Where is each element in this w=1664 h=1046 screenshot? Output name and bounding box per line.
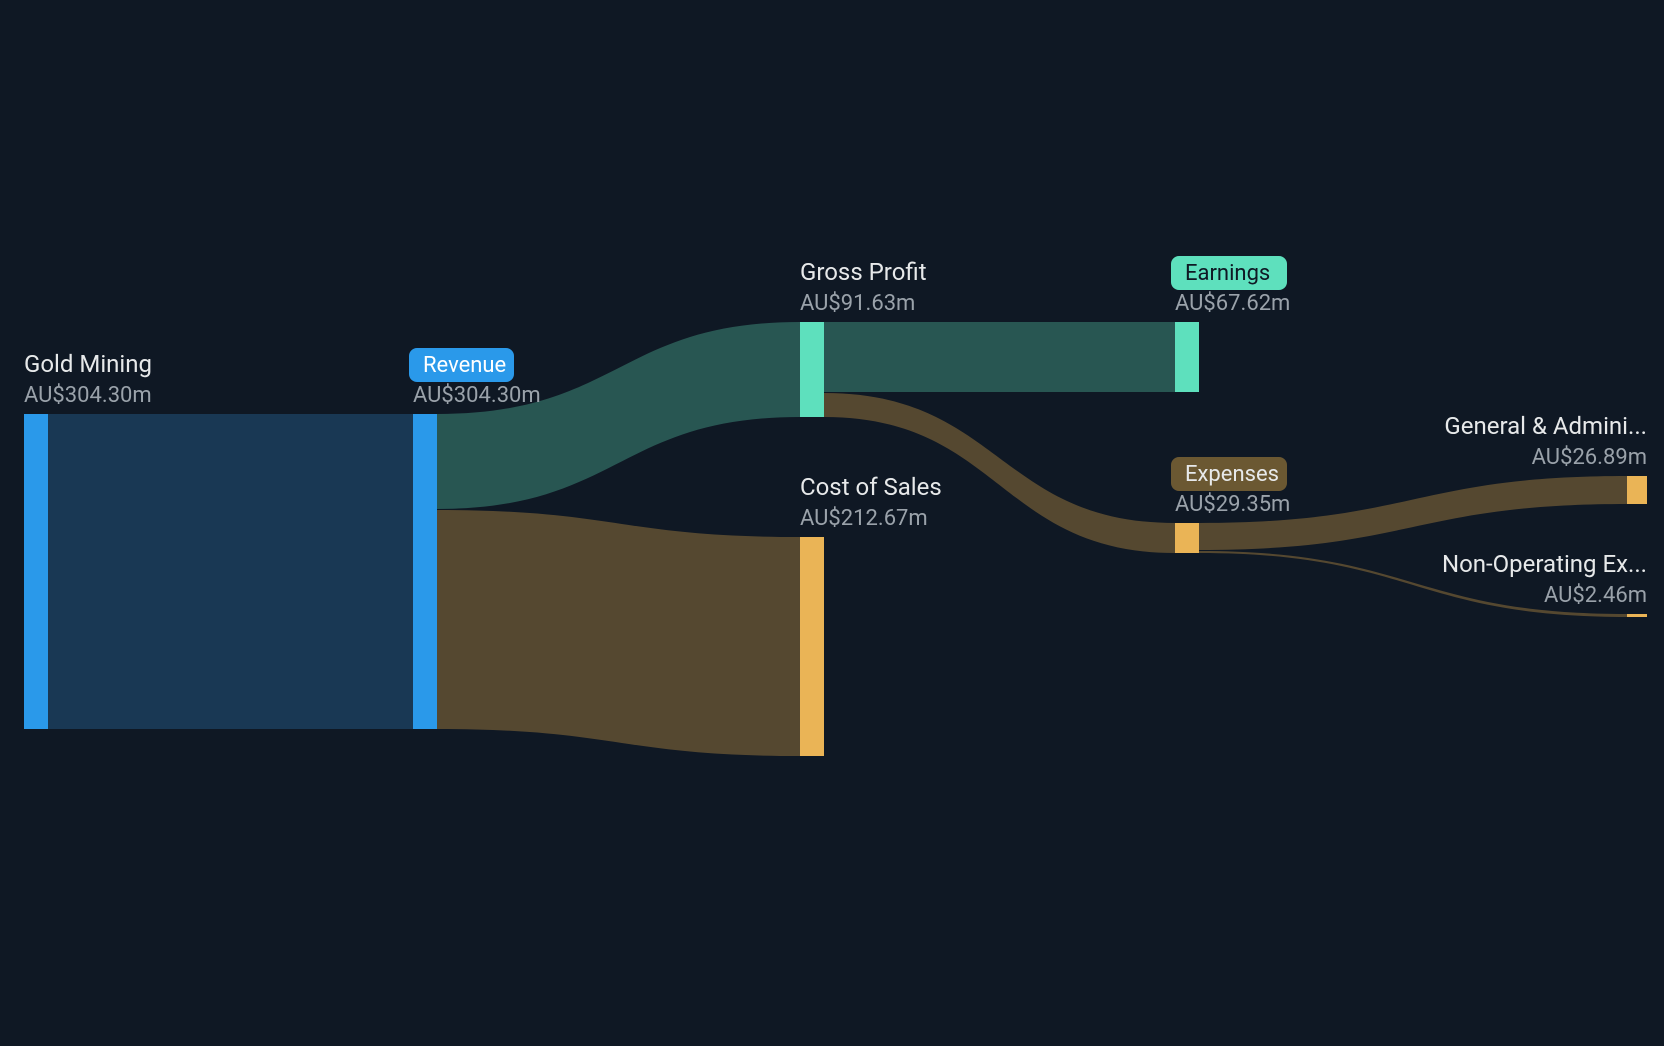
node-earnings — [1175, 322, 1199, 392]
link-gold_mining-to-revenue — [48, 414, 413, 729]
node-value-general_admin: AU$26.89m — [1532, 445, 1647, 470]
link-revenue-to-cost_of_sales — [437, 510, 800, 756]
node-title-cost_of_sales: Cost of Sales — [800, 473, 942, 501]
node-title-general_admin: General & Admini... — [1444, 412, 1647, 440]
node-general_admin — [1627, 476, 1647, 504]
node-title-gold_mining: Gold Mining — [24, 350, 152, 378]
node-cost_of_sales — [800, 537, 824, 756]
node-value-gross_profit: AU$91.63m — [800, 291, 915, 316]
node-non_operating — [1627, 614, 1647, 617]
node-gross_profit — [800, 322, 824, 417]
node-value-cost_of_sales: AU$212.67m — [800, 506, 928, 531]
node-title-non_operating: Non-Operating Ex... — [1442, 550, 1647, 578]
node-title-revenue: Revenue — [423, 353, 506, 378]
node-revenue — [413, 414, 437, 729]
node-title-expenses: Expenses — [1185, 462, 1279, 487]
node-gold_mining — [24, 414, 48, 729]
node-value-expenses: AU$29.35m — [1175, 492, 1290, 517]
sankey-chart: Gold Mining AU$304.30m Revenue AU$304.30m Gr… — [0, 0, 1664, 1046]
node-title-earnings: Earnings — [1185, 261, 1270, 286]
node-value-earnings: AU$67.62m — [1175, 291, 1290, 316]
node-value-revenue: AU$304.30m — [413, 383, 541, 408]
node-value-gold_mining: AU$304.30m — [24, 383, 152, 408]
link-gross_profit-to-earnings — [824, 322, 1175, 392]
node-value-non_operating: AU$2.46m — [1544, 583, 1647, 608]
node-title-gross_profit: Gross Profit — [800, 258, 927, 286]
node-expenses — [1175, 523, 1199, 553]
